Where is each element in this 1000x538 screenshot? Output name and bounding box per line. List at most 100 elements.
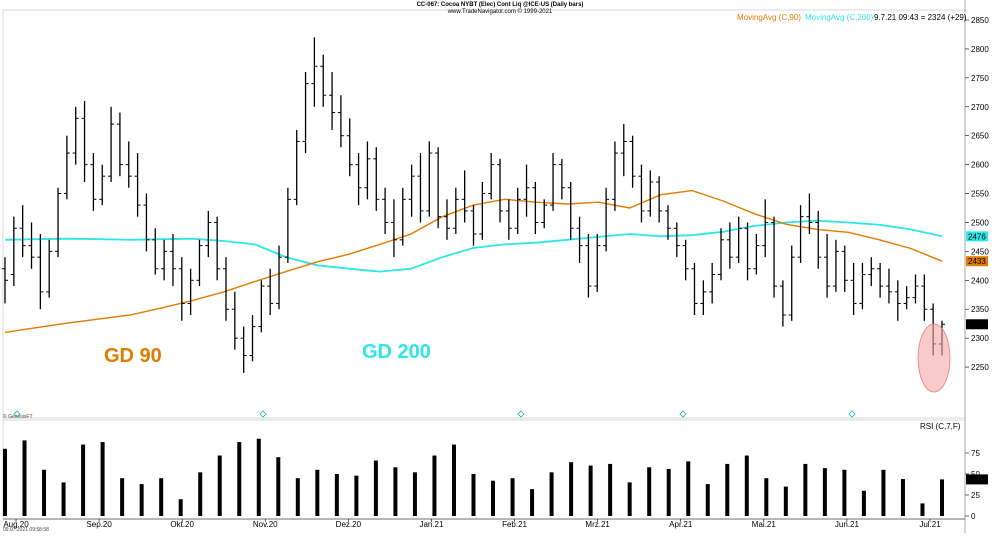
ohlc-bar bbox=[293, 129, 300, 206]
ohlc-bar bbox=[691, 262, 698, 316]
month-label: Jun.21 bbox=[835, 520, 860, 529]
ohlc-bar bbox=[161, 239, 168, 281]
highlight-ellipse bbox=[917, 323, 951, 393]
rsi-bar bbox=[354, 475, 359, 516]
rsi-tick-label: 0 bbox=[971, 512, 976, 521]
ohlc-bar bbox=[877, 262, 884, 298]
ohlc-bar bbox=[567, 181, 574, 240]
ohlc-bar bbox=[258, 280, 265, 333]
month-label: Jul.21 bbox=[919, 520, 941, 529]
ohlc-bar bbox=[302, 72, 309, 154]
diamond-icon bbox=[259, 410, 267, 418]
ohlc-bar bbox=[63, 135, 70, 200]
rsi-tick-label: 75 bbox=[971, 449, 980, 458]
rsi-bar bbox=[295, 478, 300, 516]
rsi-current-label: 43.57 bbox=[968, 475, 989, 484]
price-marker-box bbox=[966, 319, 988, 330]
rsi-bar bbox=[861, 490, 866, 516]
price-tick-label: 2450 bbox=[971, 247, 989, 256]
price-tick-label: 2500 bbox=[971, 218, 989, 227]
rsi-bar bbox=[881, 469, 886, 516]
month-label: Mai.21 bbox=[752, 520, 777, 529]
ohlc-bar bbox=[46, 239, 53, 298]
ohlc-bar bbox=[373, 147, 380, 211]
ohlc-bar bbox=[452, 187, 459, 235]
ohlc-bar bbox=[55, 187, 62, 258]
ohlc-bar bbox=[585, 234, 592, 298]
price-marker-label: 2433 bbox=[968, 257, 986, 266]
ma90-line bbox=[4, 189, 943, 334]
rsi-bar bbox=[783, 486, 788, 516]
month-label: Aug.20 bbox=[3, 520, 29, 529]
price-marker-box bbox=[966, 231, 988, 242]
ohlc-bar bbox=[364, 141, 371, 200]
ohlc-bar bbox=[116, 112, 123, 177]
ohlc-bar bbox=[903, 286, 910, 310]
rsi-bar bbox=[61, 482, 66, 516]
rsi-bar bbox=[725, 463, 730, 516]
ohlc-bar bbox=[249, 315, 256, 362]
ohlc-bar bbox=[603, 187, 610, 252]
ohlc-bar bbox=[744, 222, 751, 281]
ohlc-bar bbox=[841, 245, 848, 292]
month-axis: Aug.20 Sep.20 Okt.20 Nov.20 Dez.20 Jan.21 Feb.… bbox=[3, 518, 965, 529]
ohlc-bar bbox=[735, 216, 742, 263]
ohlc-bar bbox=[709, 262, 716, 304]
rsi-bar bbox=[100, 442, 105, 516]
ohlc-bar bbox=[90, 153, 97, 211]
rsi-bar bbox=[666, 468, 671, 516]
rsi-bar bbox=[510, 478, 515, 516]
ohlc-bar bbox=[443, 199, 450, 240]
ohlc-bar bbox=[762, 199, 769, 258]
ohlc-bar bbox=[558, 158, 565, 200]
ohlc-bar bbox=[824, 234, 831, 298]
month-label: Mrz.21 bbox=[585, 520, 610, 529]
ohlc-bar bbox=[222, 257, 229, 321]
ohlc-bar bbox=[797, 205, 804, 263]
ohlc-bars-layer bbox=[2, 37, 945, 373]
ohlc-bar bbox=[214, 216, 221, 281]
ohlc-bar bbox=[125, 141, 132, 188]
rsi-bar bbox=[120, 478, 125, 516]
rsi-bar bbox=[334, 474, 339, 516]
ohlc-bar bbox=[673, 222, 680, 258]
rsi-label: RSI (C,7,F) bbox=[920, 422, 961, 431]
ohlc-bar bbox=[346, 118, 353, 177]
ohlc-bar bbox=[470, 205, 477, 246]
ma90-line-layer bbox=[4, 189, 943, 334]
ohlc-bar bbox=[726, 222, 733, 269]
rsi-current-box bbox=[966, 474, 988, 485]
ohlc-bar bbox=[320, 54, 327, 107]
ohlc-bar bbox=[28, 222, 35, 269]
ohlc-bar bbox=[99, 164, 106, 206]
rsi-bar bbox=[647, 467, 652, 516]
rsi-bar bbox=[159, 478, 164, 516]
ohlc-bar bbox=[382, 187, 389, 235]
ohlc-bar bbox=[205, 210, 212, 258]
ohlc-bar bbox=[108, 106, 115, 182]
price-marker-label: 2324 bbox=[968, 320, 986, 329]
ohlc-bar bbox=[850, 262, 857, 316]
rsi-bar bbox=[764, 478, 769, 516]
ohlc-bar bbox=[771, 216, 778, 298]
month-label: Feb.21 bbox=[502, 520, 527, 529]
ohlc-bar bbox=[231, 291, 238, 350]
ohlc-bar bbox=[417, 153, 424, 223]
rsi-axis: 025507543.57 bbox=[965, 449, 989, 521]
diamond-markers bbox=[13, 410, 856, 418]
ohlc-bar bbox=[276, 245, 283, 310]
rsi-bar bbox=[471, 474, 476, 516]
ohlc-bar bbox=[576, 216, 583, 263]
rsi-bar bbox=[373, 460, 378, 516]
price-tick-label: 2250 bbox=[971, 363, 989, 372]
rsi-bar bbox=[412, 472, 417, 516]
rsi-bar bbox=[705, 484, 710, 516]
ohlc-bar bbox=[169, 234, 176, 287]
price-tick-label: 2700 bbox=[971, 103, 989, 112]
rsi-bar bbox=[393, 467, 398, 516]
ohlc-bar bbox=[832, 239, 839, 292]
ohlc-bar bbox=[19, 205, 26, 258]
rsi-bar bbox=[842, 469, 847, 516]
